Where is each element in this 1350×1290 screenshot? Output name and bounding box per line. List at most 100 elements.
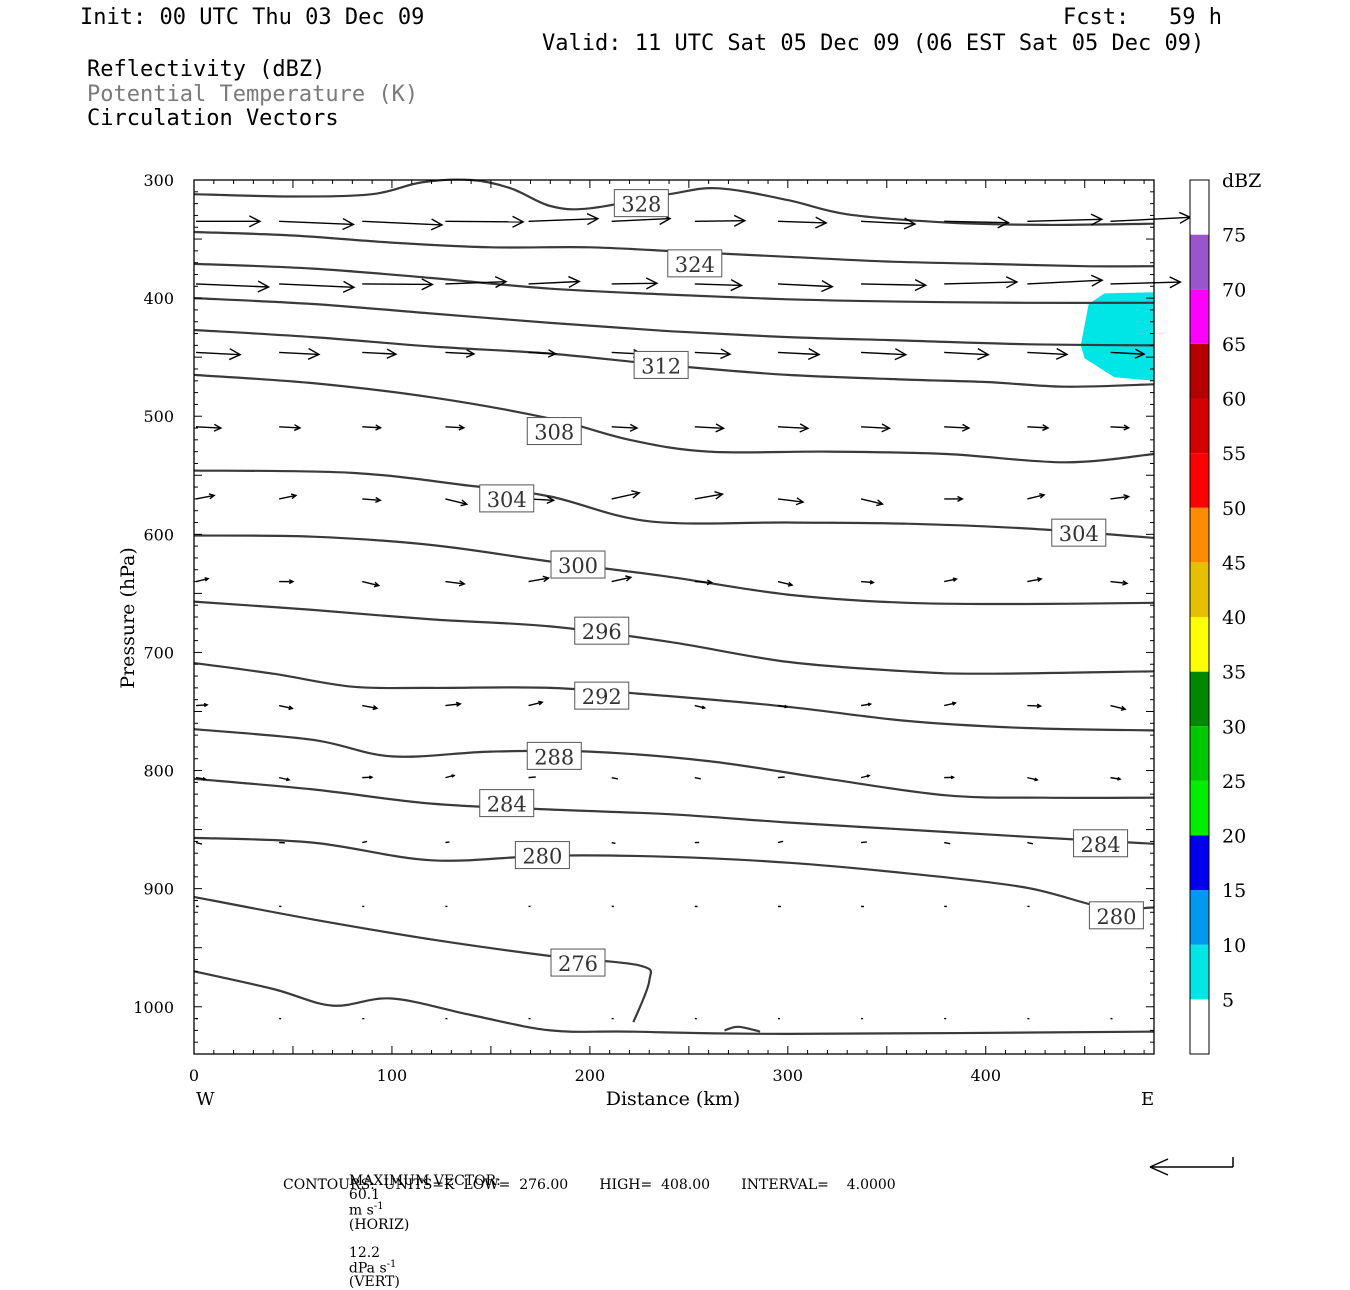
colorbar-label-40: 40 [1222,607,1246,629]
y-axis-title: Pressure (hPa) [117,547,139,689]
colorbar-segment-7 [1190,617,1209,672]
vector-5-10 [1027,578,1041,582]
vector-6-9 [944,702,955,705]
theta-contour-276-17 [194,971,1154,1034]
vector-4-0 [196,494,214,499]
vector-8-2 [362,841,367,842]
svg-text:276: 276 [558,952,598,976]
colorbar-segment-8 [1190,562,1209,617]
contour-label-284-12: 284 [480,790,534,817]
y-tick-label-600: 600 [143,525,174,544]
vector-7-5 [612,778,618,779]
vert-value: 12.2 [349,1245,380,1261]
vector-1-10 [1027,275,1102,286]
svg-text:284: 284 [487,793,527,817]
colorbar-segment-0 [1190,999,1209,1054]
theta-contour-276-18 [724,1027,760,1032]
reflectivity-layer [1081,292,1154,381]
x-tick-label-0: 0 [189,1066,199,1085]
vector-1-8 [861,280,926,291]
vector-8-5 [612,843,616,844]
vector-0-2 [362,219,442,230]
vector-5-9 [944,578,956,582]
vector-3-5 [612,424,637,431]
colorbar-label-75: 75 [1222,225,1246,247]
colorbar-segment-13 [1190,289,1209,344]
x-axis-west-label: W [196,1089,215,1110]
colorbar-segment-3 [1190,836,1209,891]
vector-1-2 [362,279,432,290]
svg-text:304: 304 [487,488,527,512]
contour-info: CONTOURS: UNITS=K LOW= 276.00 HIGH= 408.… [283,1178,896,1192]
theta-contour-296-9 [194,602,1154,674]
vector-1-1 [279,281,354,292]
vector-2-6 [695,349,730,359]
vector-2-2 [362,349,396,358]
contour-label-292-10: 292 [575,682,629,709]
vector-0-11 [1110,212,1190,223]
svg-text:280: 280 [522,845,562,869]
y-tick-label-800: 800 [143,762,174,781]
vector-8-7 [778,841,783,842]
vector-7-7 [778,777,785,778]
vector-6-0 [196,703,207,706]
vector-2-10 [1027,348,1067,359]
vector-3-0 [196,424,221,431]
colorbar-label-35: 35 [1222,662,1246,684]
theta-contour-328-0 [194,180,1154,225]
colorbar-segment-5 [1190,726,1209,781]
x-tick-label-200: 200 [575,1066,606,1085]
vector-1-9 [944,277,1017,288]
theta-contour-280-14 [194,838,1154,909]
vector-5-0 [196,578,208,582]
contour-label-layer: 3283243123083043043002962922882842842802… [480,190,1144,976]
vector-4-10 [1027,494,1044,499]
vector-4-6 [695,492,723,499]
x-tick-label-100: 100 [377,1066,408,1085]
colorbar-label-65: 65 [1222,334,1246,356]
vector-3-3 [445,425,463,430]
svg-text:288: 288 [534,745,574,769]
horiz-tag: (HORIZ) [349,1217,409,1233]
colorbar-label-30: 30 [1222,716,1246,738]
y-tick-label-400: 400 [143,289,174,308]
svg-text:284: 284 [1081,833,1121,857]
svg-text:328: 328 [621,193,661,217]
theta-contour-288-11 [194,729,1154,798]
vector-6-4 [529,701,543,705]
vector-1-5 [612,278,657,289]
vector-3-6 [695,424,724,432]
vector-2-8 [861,349,906,360]
theta-contour-layer [194,180,1154,1034]
vector-1-4 [529,277,580,288]
colorbar-segment-2 [1190,890,1209,945]
reference-vector-icon [1150,1157,1233,1175]
vector-2-7 [778,349,819,360]
vector-7-6 [695,778,701,779]
vector-6-8 [861,703,871,706]
colorbar-label-50: 50 [1222,498,1246,520]
vector-7-9 [944,776,953,779]
y-tick-label-500: 500 [143,407,174,426]
vector-4-1 [279,494,296,499]
y-tick-label-700: 700 [143,643,174,662]
vector-7-4 [529,777,536,778]
vector-4-2 [362,497,380,502]
vector-4-11 [1110,495,1128,500]
svg-text:300: 300 [558,554,598,578]
vector-1-0 [196,281,269,292]
svg-text:280: 280 [1096,905,1136,929]
vector-5-7 [778,582,792,586]
vector-4-9 [944,496,962,501]
vector-5-11 [1110,581,1127,585]
vert-tag: (VERT) [349,1274,400,1290]
y-tick-label-300: 300 [143,171,174,190]
vector-7-10 [1027,778,1037,781]
svg-text:324: 324 [675,253,715,277]
vector-5-2 [362,582,378,587]
vector-1-6 [695,280,742,291]
x-axis-east-label: E [1141,1089,1154,1110]
colorbar-segment-15 [1190,180,1209,235]
vector-8-10 [1027,843,1033,844]
